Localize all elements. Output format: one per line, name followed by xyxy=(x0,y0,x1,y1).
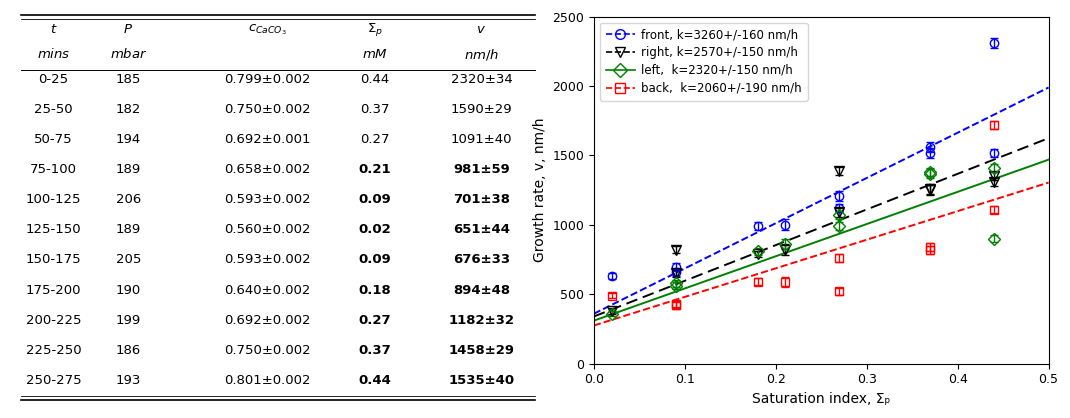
Y-axis label: Growth rate, v, nm/h: Growth rate, v, nm/h xyxy=(533,118,547,263)
Text: 0.37: 0.37 xyxy=(360,103,389,116)
Text: 25-50: 25-50 xyxy=(34,103,73,116)
Text: 0.27: 0.27 xyxy=(358,314,391,327)
Text: 701±38: 701±38 xyxy=(453,193,510,206)
Text: 150-175: 150-175 xyxy=(26,253,81,267)
Text: 1182±32: 1182±32 xyxy=(448,314,515,327)
Text: 0.37: 0.37 xyxy=(358,344,391,357)
Text: 651±44: 651±44 xyxy=(453,223,510,237)
X-axis label: Saturation index, Σₚ: Saturation index, Σₚ xyxy=(752,392,890,406)
Text: 0.560±0.002: 0.560±0.002 xyxy=(225,223,310,237)
Text: 0.02: 0.02 xyxy=(358,223,391,237)
Text: 175-200: 175-200 xyxy=(26,283,81,297)
Text: 225-250: 225-250 xyxy=(26,344,81,357)
Text: 182: 182 xyxy=(116,103,141,116)
Text: 1535±40: 1535±40 xyxy=(448,374,515,387)
Text: 250-275: 250-275 xyxy=(26,374,81,387)
Text: 0.692±0.001: 0.692±0.001 xyxy=(225,133,310,146)
Text: 1091±40: 1091±40 xyxy=(450,133,513,146)
Text: $mins$: $mins$ xyxy=(36,47,71,61)
Text: $nm/h$: $nm/h$ xyxy=(464,47,499,62)
Text: 190: 190 xyxy=(116,283,141,297)
Text: 0.750±0.002: 0.750±0.002 xyxy=(225,344,310,357)
Text: 2320±34: 2320±34 xyxy=(450,73,513,86)
Text: 206: 206 xyxy=(116,193,141,206)
Text: 0-25: 0-25 xyxy=(39,73,68,86)
Text: 205: 205 xyxy=(116,253,141,267)
Text: 0.593±0.002: 0.593±0.002 xyxy=(225,193,310,206)
Text: 0.801±0.002: 0.801±0.002 xyxy=(225,374,310,387)
Text: 0.692±0.002: 0.692±0.002 xyxy=(225,314,310,327)
Text: $v$: $v$ xyxy=(476,23,487,36)
Text: $t$: $t$ xyxy=(49,23,58,36)
Text: $c_{CaCO_3}$: $c_{CaCO_3}$ xyxy=(248,22,287,36)
Text: 0.09: 0.09 xyxy=(358,193,391,206)
Text: 186: 186 xyxy=(116,344,141,357)
Text: 0.09: 0.09 xyxy=(358,253,391,267)
Text: 200-225: 200-225 xyxy=(26,314,81,327)
Text: 100-125: 100-125 xyxy=(26,193,81,206)
Text: 185: 185 xyxy=(116,73,141,86)
Text: 50-75: 50-75 xyxy=(34,133,73,146)
Text: 75-100: 75-100 xyxy=(30,163,77,176)
Text: $mbar$: $mbar$ xyxy=(109,47,148,61)
Text: 194: 194 xyxy=(116,133,141,146)
Text: 193: 193 xyxy=(116,374,141,387)
Text: 0.44: 0.44 xyxy=(360,73,389,86)
Text: 189: 189 xyxy=(116,223,141,237)
Text: 0.27: 0.27 xyxy=(360,133,389,146)
Text: 199: 199 xyxy=(116,314,141,327)
Text: $P$: $P$ xyxy=(123,23,134,36)
Text: 981±59: 981±59 xyxy=(453,163,510,176)
Text: 189: 189 xyxy=(116,163,141,176)
Text: 0.44: 0.44 xyxy=(358,374,391,387)
Text: 0.799±0.002: 0.799±0.002 xyxy=(225,73,310,86)
Legend: front, k=3260+/-160 nm/h, right, k=2570+/-150 nm/h, left,  k=2320+/-150 nm/h, ba: front, k=3260+/-160 nm/h, right, k=2570+… xyxy=(600,23,808,101)
Text: 1590±29: 1590±29 xyxy=(450,103,513,116)
Text: 0.593±0.002: 0.593±0.002 xyxy=(225,253,310,267)
Text: 0.21: 0.21 xyxy=(358,163,391,176)
Text: 676±33: 676±33 xyxy=(453,253,510,267)
Text: 1458±29: 1458±29 xyxy=(448,344,515,357)
Text: 894±48: 894±48 xyxy=(453,283,510,297)
Text: 0.640±0.002: 0.640±0.002 xyxy=(225,283,310,297)
Text: $\Sigma_p$: $\Sigma_p$ xyxy=(367,21,382,38)
Text: 0.658±0.002: 0.658±0.002 xyxy=(225,163,310,176)
Text: 0.18: 0.18 xyxy=(358,283,391,297)
Text: 0.750±0.002: 0.750±0.002 xyxy=(225,103,310,116)
Text: $mM$: $mM$ xyxy=(362,48,387,61)
Text: 125-150: 125-150 xyxy=(26,223,81,237)
